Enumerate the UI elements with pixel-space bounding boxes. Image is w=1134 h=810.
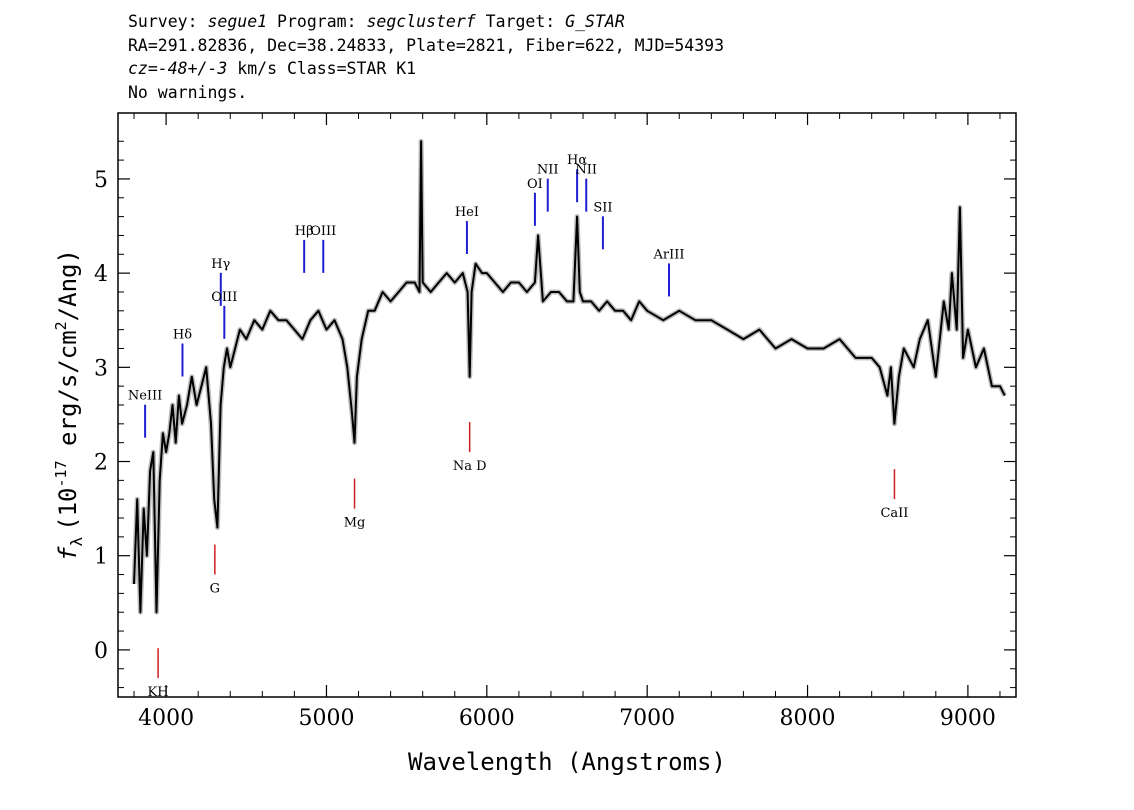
class-text: km/s Class=STAR K1 (237, 59, 417, 78)
absorption-line-label: CaII (880, 506, 908, 521)
emission-line-label: Hβ (295, 224, 314, 239)
y-axis-exp2: 2 (52, 321, 70, 330)
spectrum-header: Survey: segue1 Program: segclusterf Targ… (128, 10, 724, 104)
header-line-coords: RA=291.82836, Dec=38.24833, Plate=2821, … (128, 35, 725, 55)
x-tick-label: 8000 (780, 706, 836, 731)
x-tick-label: 5000 (298, 706, 354, 731)
y-axis-f: f (54, 546, 82, 561)
y-axis-exp: -17 (52, 460, 70, 487)
header-line-survey: Survey: segue1 Program: segclusterf Targ… (128, 10, 724, 34)
x-tick-label: 7000 (619, 706, 675, 731)
axis-ticks: 4000 5000 6000 7000 8000 9000 0 1 2 3 4 5 (94, 113, 1016, 731)
y-tick-label: 4 (94, 262, 108, 287)
x-tick-label: 9000 (940, 706, 996, 731)
plot-frame (117, 112, 1017, 698)
y-tick-label: 3 (94, 356, 108, 381)
survey-label: Survey: (128, 12, 198, 31)
emission-line-label: NII (537, 163, 559, 178)
emission-line-label: SII (593, 200, 612, 215)
header-line-redshift: cz=-48+/-3 km/s Class=STAR K1 (128, 57, 724, 81)
emission-line-label: OIII (310, 224, 336, 239)
emission-line-label: HeI (455, 205, 479, 220)
emission-line-label: Hγ (211, 257, 230, 272)
emission-line-label: NeIII (128, 389, 162, 404)
cz-value: cz=-48+/-3 (128, 59, 228, 78)
program-value: segclusterf (366, 12, 476, 31)
y-axis-end: /Ang) (54, 249, 82, 321)
y-axis-title: fλ (10-17 erg/s/cm2/Ang) (52, 249, 86, 561)
y-tick-label: 1 (94, 545, 108, 570)
y-axis-main: (10 (54, 487, 82, 530)
emission-line-label: OI (527, 177, 543, 192)
emission-line-label: Hα (567, 153, 587, 168)
header-line-warnings: No warnings. (128, 82, 248, 102)
target-value: G_STAR (565, 12, 625, 31)
absorption-line-label: KH (148, 685, 169, 700)
emission-line-label: ArIII (652, 247, 684, 262)
x-axis-title: Wavelength (Angstroms) (408, 748, 726, 776)
program-label: Program: (277, 12, 357, 31)
survey-value: segue1 (207, 12, 268, 31)
x-tick-label: 4000 (138, 706, 194, 731)
spectrum-series-0 (133, 140, 1006, 614)
spectrum-lines: NeIIIHδHγOIIIHβOIIIHeIOINIIHαNIISIIArIII… (128, 138, 1008, 700)
absorption-line-label: G (210, 582, 220, 597)
target-label: Target: (485, 12, 556, 31)
y-tick-label: 2 (94, 451, 108, 476)
y-tick-label: 0 (94, 639, 108, 664)
emission-line-label: NII (575, 163, 597, 178)
spectrum-error-band (131, 138, 1008, 615)
y-tick-label: 5 (94, 168, 108, 193)
absorption-line-label: Mg (344, 516, 366, 531)
y-axis-sub: λ (67, 536, 86, 546)
x-tick-label: 6000 (459, 706, 515, 731)
absorption-line-label: Na D (453, 459, 487, 474)
emission-line-label: OIII (211, 290, 237, 305)
emission-line-label: Hδ (173, 327, 192, 342)
y-axis-units: erg/s/cm (54, 330, 82, 460)
